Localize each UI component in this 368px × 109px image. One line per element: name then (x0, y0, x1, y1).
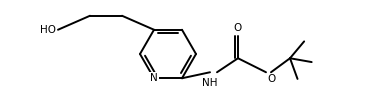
Text: HO: HO (40, 25, 56, 35)
Text: O: O (234, 23, 242, 33)
Text: O: O (267, 74, 275, 84)
Text: NH: NH (202, 78, 218, 88)
Text: N: N (150, 73, 158, 83)
